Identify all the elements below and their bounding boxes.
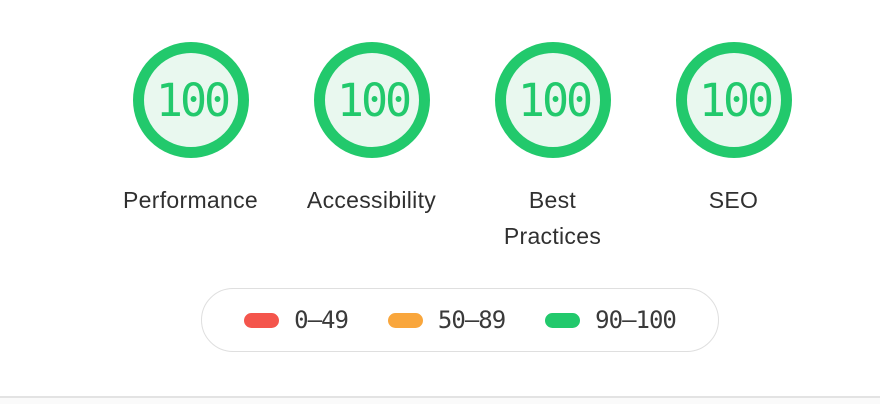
average-range-swatch-icon [387,312,423,328]
fail-range-label: 0–49 [294,306,349,334]
fail-range-swatch-icon [244,312,280,328]
gauge-ring-accessibility: 100 [313,42,430,158]
gauge-score-accessibility: 100 [336,73,412,127]
gauge-ring-best-practices: 100 [494,42,611,158]
gauge-score-seo: 100 [698,73,774,127]
bottom-divider [0,396,880,404]
pass-range-label: 90–100 [595,306,677,334]
gauge-score-performance: 100 [155,73,231,127]
gauge-performance[interactable]: 100 Performance [100,42,281,254]
gauge-label-accessibility: Accessibility [306,187,437,213]
gauge-label-performance: Performance [123,187,258,213]
legend-item-fail: 0–49 [244,306,349,334]
average-range-label: 50–89 [437,306,506,334]
gauge-ring-performance: 100 [132,42,249,158]
score-scale-legend: 0–49 50–89 90–100 [201,288,719,352]
gauge-seo[interactable]: 100 SEO [643,42,824,254]
category-scores-row: 100 Performance 100 Accessibility 100 Be… [100,42,824,254]
pass-range-swatch-icon [545,312,581,328]
lighthouse-score-report: 100 Performance 100 Accessibility 100 Be… [0,42,880,398]
gauge-best-practices[interactable]: 100 Best Practices [462,42,643,254]
gauge-label-best-practices: Best Practices [503,187,602,249]
gauge-accessibility[interactable]: 100 Accessibility [281,42,462,254]
legend-item-pass: 90–100 [545,306,677,334]
gauge-label-seo: SEO [708,187,759,213]
gauge-ring-seo: 100 [675,42,792,158]
legend-item-average: 50–89 [387,306,506,334]
gauge-score-best-practices: 100 [517,73,593,127]
